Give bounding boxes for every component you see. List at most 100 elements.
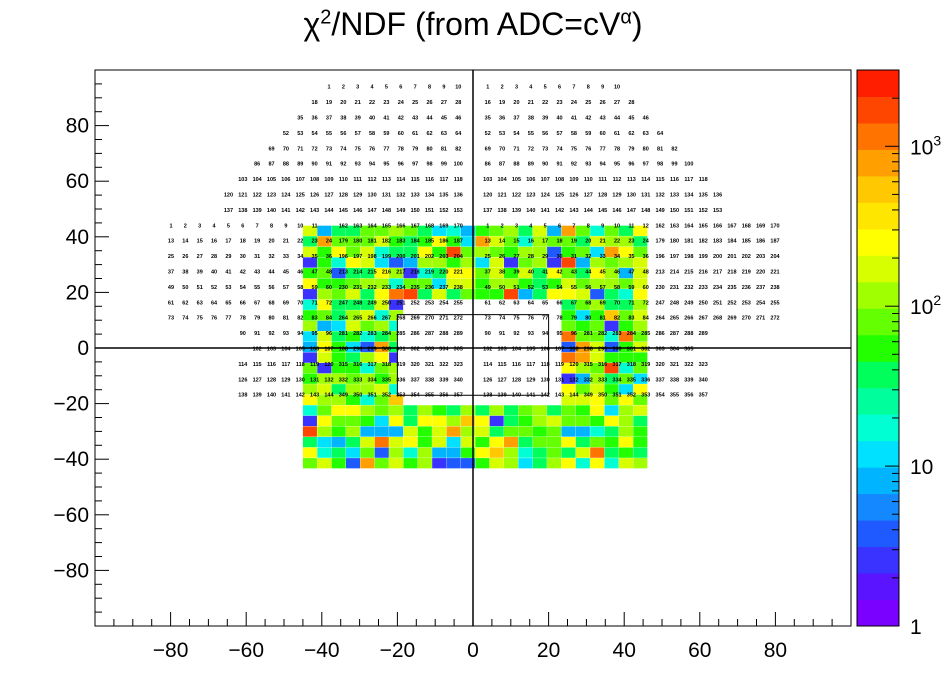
heatmap-cell	[432, 278, 447, 289]
heatmap-cell	[345, 394, 361, 405]
heatmap-cell	[403, 257, 418, 268]
channel-label: 267	[699, 316, 708, 322]
channel-label: 7	[572, 223, 575, 229]
channel-label: 90	[485, 331, 491, 337]
channel-label: 55	[254, 285, 260, 291]
heatmap-cell	[532, 278, 547, 289]
channel-label: 230	[339, 285, 348, 291]
channel-label: 287	[425, 331, 434, 337]
heatmap-cell	[302, 405, 317, 416]
heatmap-cell	[475, 236, 490, 247]
channel-label: 27	[197, 254, 203, 260]
channel-label: 127	[253, 377, 262, 383]
channel-label: 249	[367, 300, 376, 306]
heatmap-cell	[331, 363, 346, 374]
channel-label: 114	[641, 177, 651, 183]
heatmap-cell	[317, 299, 332, 310]
heatmap-cell	[432, 426, 447, 437]
heatmap-cell	[489, 236, 504, 247]
channel-label: 320	[411, 362, 420, 368]
heatmap-cell	[317, 426, 332, 437]
channel-label: 91	[556, 162, 562, 168]
heatmap-cell	[604, 363, 619, 374]
channel-label: 333	[598, 377, 607, 383]
channel-label: 40	[528, 270, 534, 276]
channel-label: 166	[713, 223, 722, 229]
channel-label: 127	[324, 193, 333, 199]
channel-label: 132	[396, 193, 405, 199]
channel-label: 17	[225, 239, 231, 245]
channel-label: 51	[513, 285, 519, 291]
channel-label: 354	[656, 393, 666, 399]
channel-label: 96	[628, 162, 634, 168]
heatmap-cell	[360, 246, 375, 258]
channel-label: 18	[556, 239, 562, 245]
heatmap-cell	[331, 384, 346, 395]
channel-label: 252	[411, 300, 420, 306]
heatmap-cell	[360, 415, 375, 427]
heatmap-cell	[432, 289, 447, 300]
channel-label: 35	[628, 254, 634, 260]
channel-label: 104	[498, 177, 508, 183]
channel-label: 236	[425, 285, 434, 291]
heatmap-cell	[590, 246, 605, 258]
heatmap-cell	[417, 415, 432, 427]
channel-label: 71	[628, 300, 634, 306]
channel-label: 300	[382, 347, 391, 353]
channel-label: 5	[544, 223, 547, 229]
channel-label: 41	[383, 116, 389, 122]
colorbar-tick-label: 103	[910, 132, 941, 159]
heatmap-cell	[518, 246, 533, 258]
channel-label: 86	[254, 162, 260, 168]
channel-label: 353	[641, 393, 650, 399]
heatmap-cell	[302, 257, 317, 268]
x-tick-label: −60	[228, 639, 264, 662]
channel-label: 103	[238, 177, 247, 183]
channel-label: 126	[310, 193, 319, 199]
channel-label: 247	[656, 300, 665, 306]
channel-label: 55	[326, 131, 332, 137]
heatmap-cell	[389, 341, 404, 353]
channel-label: 264	[339, 316, 349, 322]
heatmap-cell	[403, 225, 418, 236]
heatmap-cell	[360, 405, 375, 416]
heatmap-cell	[475, 267, 490, 279]
channel-label: 39	[542, 116, 548, 122]
heatmap-cell	[374, 373, 389, 384]
channel-label: 19	[326, 100, 332, 106]
channel-label: 53	[542, 285, 548, 291]
channel-label: 63	[441, 131, 447, 137]
channel-label: 340	[454, 377, 463, 383]
channel-label: 122	[253, 193, 262, 199]
heatmap-cell	[503, 426, 519, 437]
channel-label: 339	[439, 377, 448, 383]
channel-label: 38	[182, 270, 188, 276]
channel-label: 37	[513, 116, 519, 122]
channel-label: 53	[225, 285, 231, 291]
channel-label: 214	[353, 270, 363, 276]
heatmap-cell	[618, 267, 633, 279]
channel-label: 56	[542, 131, 548, 137]
channel-label: 7	[256, 223, 259, 229]
heatmap-cell	[604, 310, 619, 321]
heatmap-cell	[302, 289, 317, 300]
channel-label: 92	[513, 331, 519, 337]
channel-label: 28	[528, 254, 534, 260]
channel-label: 94	[297, 331, 304, 337]
channel-label: 231	[353, 285, 362, 291]
heatmap-cell	[389, 384, 404, 395]
channel-label: 99	[441, 162, 447, 168]
heatmap-cell	[417, 225, 432, 236]
channel-label: 23	[628, 239, 634, 245]
channel-label: 4	[371, 85, 375, 91]
channel-label: 186	[756, 239, 765, 245]
channel-label: 219	[425, 270, 434, 276]
heatmap-cell	[360, 436, 375, 448]
heatmap-cell	[575, 458, 590, 469]
channel-label: 20	[513, 100, 519, 106]
channel-label: 351	[612, 393, 621, 399]
channel-label: 106	[281, 177, 290, 183]
channel-label: 130	[541, 377, 550, 383]
heatmap-cell	[345, 278, 361, 289]
